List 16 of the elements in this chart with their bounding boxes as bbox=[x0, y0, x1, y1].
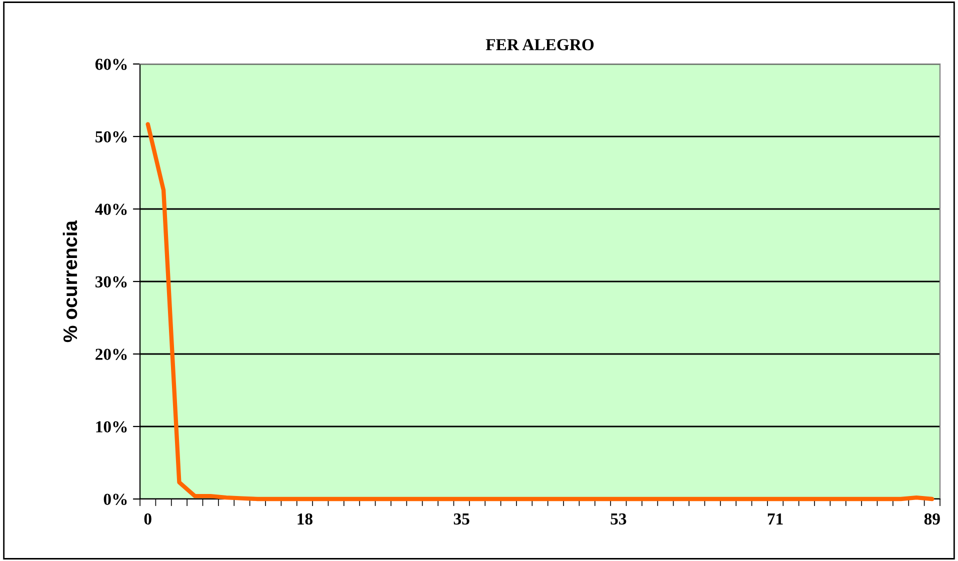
x-tick-label: 18 bbox=[298, 513, 312, 525]
y-tick-label: 20% bbox=[96, 348, 127, 360]
y-tick-label: 50% bbox=[96, 131, 127, 142]
x-tick-label: 89 bbox=[924, 513, 940, 525]
y-tick-label: 40% bbox=[95, 204, 127, 215]
y-tick-label: 60% bbox=[95, 58, 127, 70]
line-series bbox=[146, 122, 934, 502]
x-tick-label: 53 bbox=[610, 513, 626, 525]
x-tick-label: 0 bbox=[144, 513, 152, 525]
x-tick-label: 71 bbox=[768, 513, 783, 524]
x-tick-label: 35 bbox=[454, 513, 470, 525]
chart-title: FER ALEGRO bbox=[486, 39, 594, 50]
y-tick-label: 0% bbox=[104, 494, 127, 505]
y-tick-label: 30% bbox=[95, 276, 127, 288]
y-tick-label: 10% bbox=[96, 421, 127, 432]
y-axis-title: % ocurrencia bbox=[62, 220, 78, 342]
